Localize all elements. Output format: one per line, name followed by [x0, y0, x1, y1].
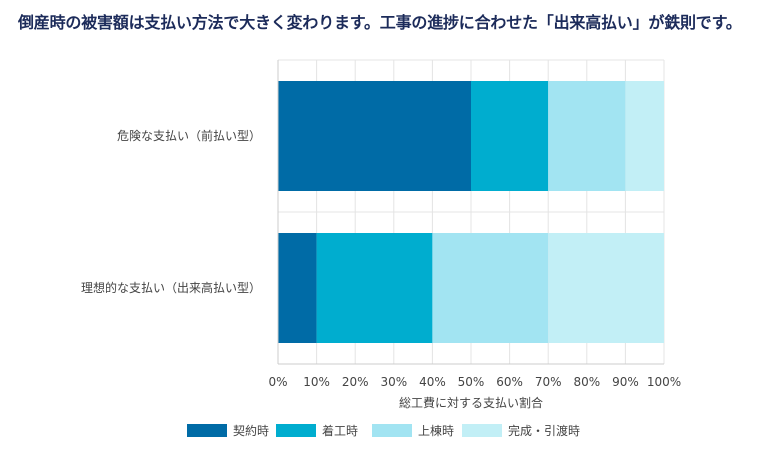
bar-segment-1-1 — [278, 81, 471, 191]
legend-swatch — [462, 424, 502, 437]
bar-segment-1-3 — [548, 81, 626, 191]
x-tick-label: 10% — [303, 375, 330, 389]
bar-segment-2-3 — [432, 233, 549, 343]
legend-swatch — [372, 424, 412, 437]
category-labels: 危険な支払い（前払い型） 理想的な支払い（出来高払い型） — [81, 128, 261, 295]
x-tick-labels: 0% 10% 20% 30% 40% 50% 60% 70% 80% 90% 100% — [268, 375, 681, 389]
legend-label: 上棟時 — [418, 423, 454, 438]
legend: 契約時 着工時 上棟時 完成・引渡時 — [187, 423, 580, 438]
legend-swatch — [276, 424, 316, 437]
x-tick-label: 40% — [419, 375, 446, 389]
x-tick-label: 100% — [647, 375, 681, 389]
x-tick-label: 60% — [496, 375, 523, 389]
page-title: 倒産時の被害額は支払い方法で大きく変わります。工事の進捗に合わせた「出来高払い」… — [18, 13, 742, 32]
x-tick-label: 30% — [380, 375, 407, 389]
legend-label: 完成・引渡時 — [508, 423, 580, 438]
x-tick-label: 20% — [342, 375, 369, 389]
bar-segment-2-2 — [316, 233, 433, 343]
x-tick-label: 50% — [458, 375, 485, 389]
legend-label: 契約時 — [233, 423, 269, 438]
x-tick-label: 0% — [268, 375, 287, 389]
axes — [277, 60, 664, 365]
x-tick-label: 80% — [573, 375, 600, 389]
legend-label: 着工時 — [322, 423, 358, 438]
bar-segment-2-4 — [548, 233, 664, 343]
bar-segment-1-2 — [471, 81, 549, 191]
bar-segment-1-4 — [625, 81, 664, 191]
bar-marks — [278, 81, 664, 343]
category-label: 理想的な支払い（出来高払い型） — [81, 280, 261, 295]
bar-segment-2-1 — [278, 233, 317, 343]
category-label: 危険な支払い（前払い型） — [117, 128, 261, 143]
x-tick-label: 70% — [535, 375, 562, 389]
x-tick-label: 90% — [612, 375, 639, 389]
legend-swatch — [187, 424, 227, 437]
x-axis-label: 総工費に対する支払い割合 — [399, 395, 543, 410]
